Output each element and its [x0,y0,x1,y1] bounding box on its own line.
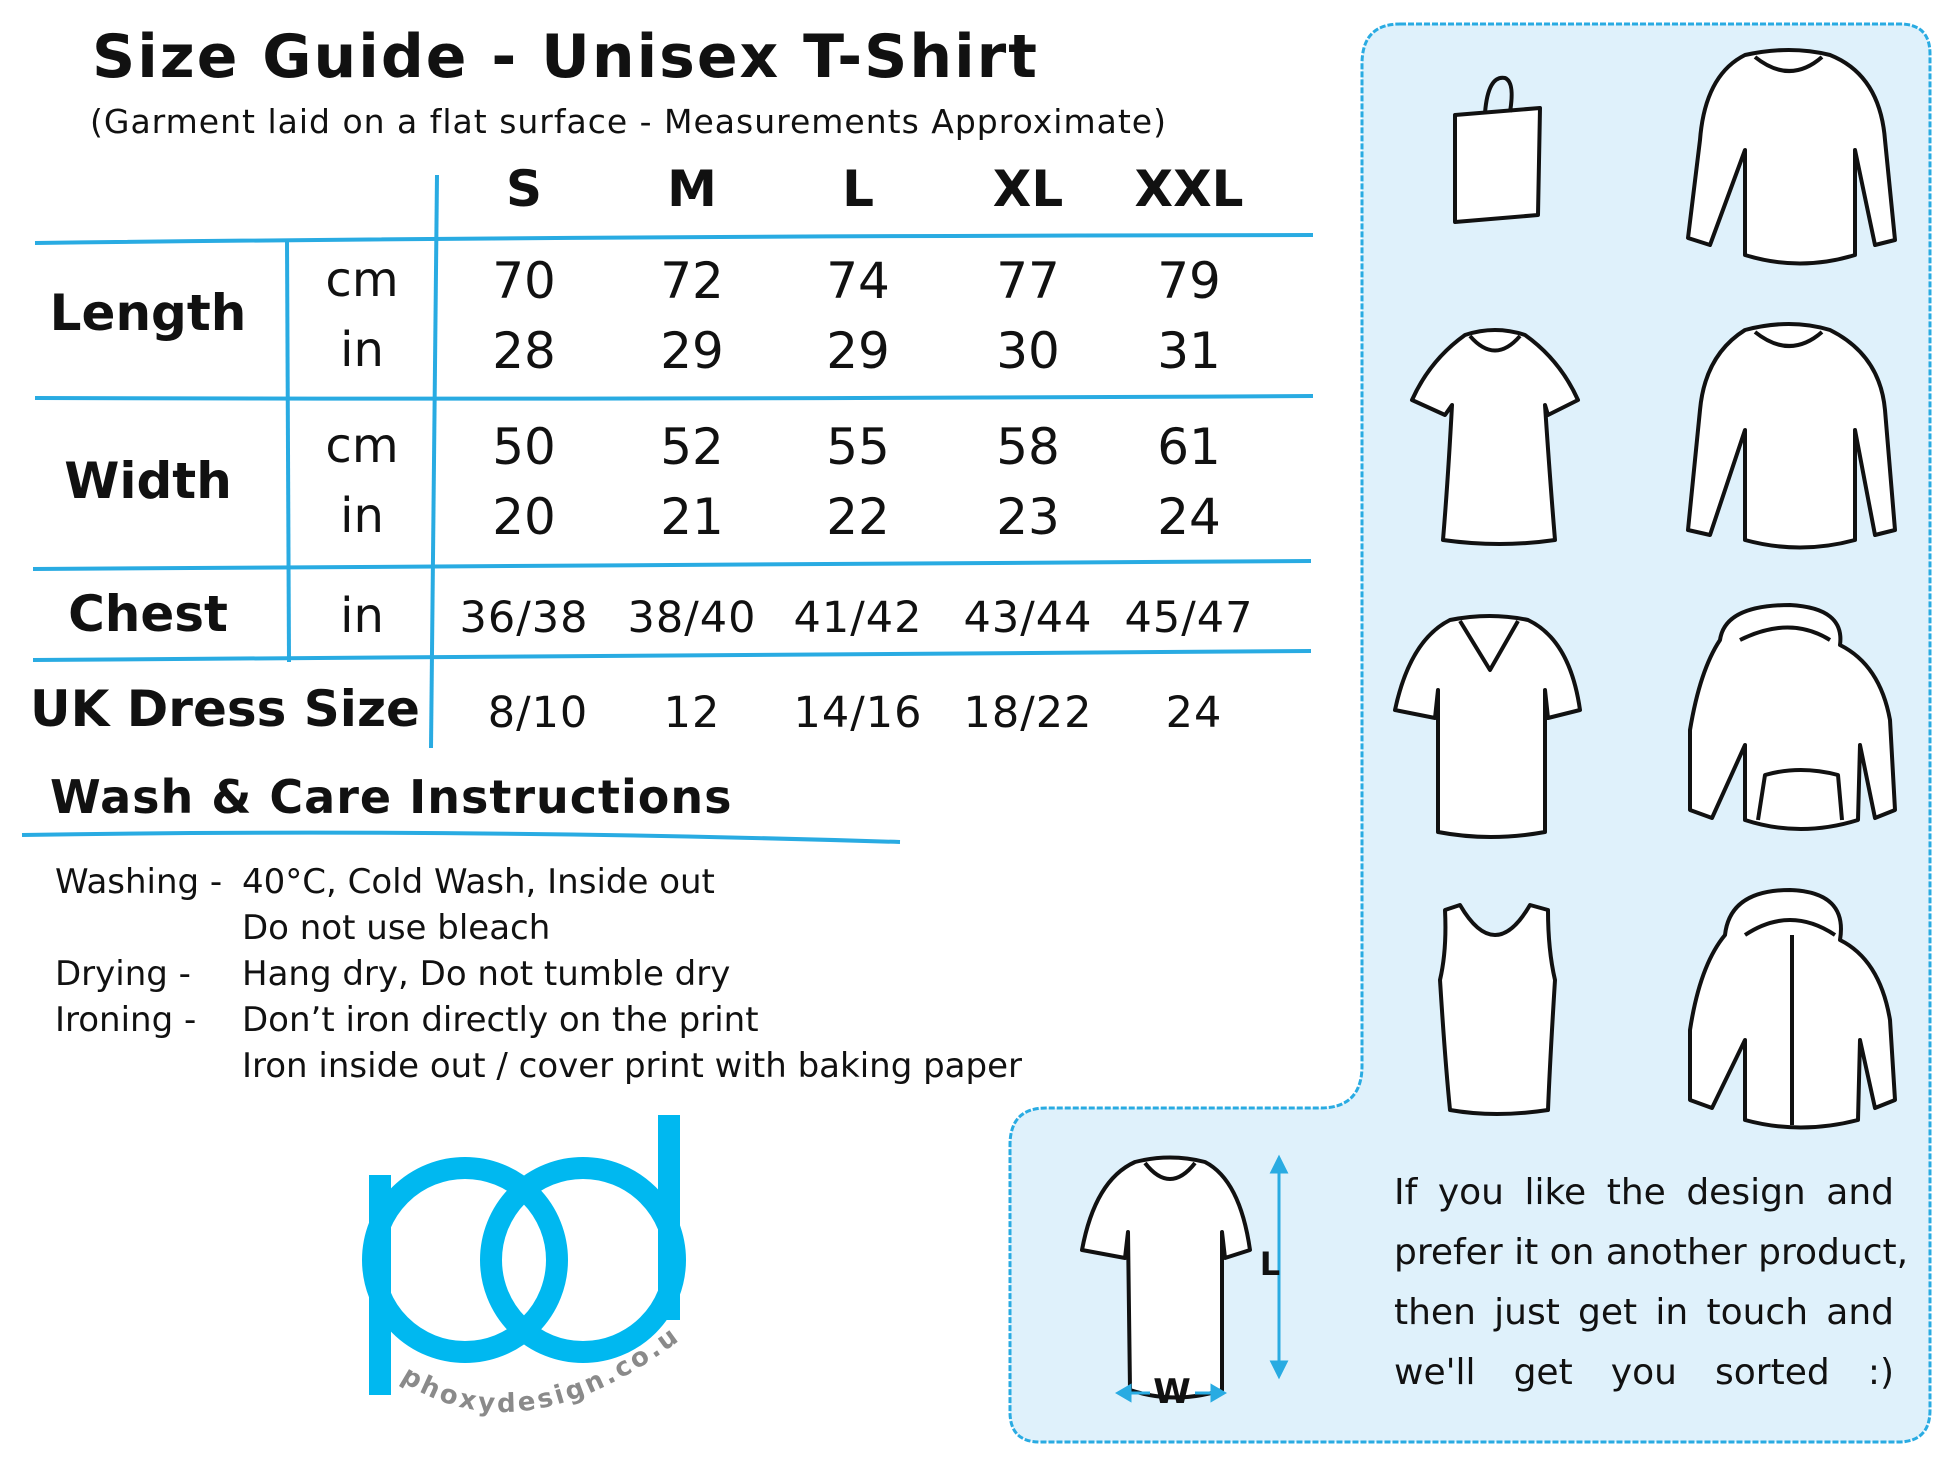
length-label: L [1259,1245,1281,1283]
row-label: Chest [68,585,228,643]
care-label: Ironing - [55,1000,197,1040]
table-cell: 41/42 [793,593,923,643]
table-cell: 8/10 [487,688,589,738]
unit-label: in [340,322,384,378]
table-cell: 31 [1157,322,1221,380]
table-cell: 29 [826,322,890,380]
table-cell: 12 [663,688,721,738]
vneck-tshirt-icon [1393,614,1582,839]
note-line: then just get in touch and [1394,1292,1894,1333]
table-cell: 61 [1157,418,1221,476]
size-header: XL [992,160,1064,218]
table-cell: 38/40 [627,593,757,643]
table-cell: 55 [826,418,890,476]
table-cell: 18/22 [963,688,1093,738]
womens-tshirt-icon [1410,328,1580,546]
measure-arrows [1115,1154,1289,1403]
row-label: UK Dress Size [30,680,420,738]
care-heading: Wash & Care Instructions [50,770,733,824]
table-cell: 36/38 [459,593,589,643]
size-header: L [842,160,874,218]
page-subtitle: (Garment laid on a flat surface - Measur… [90,102,1167,141]
sweatshirt-icon [1686,322,1897,550]
table-cell: 21 [660,488,724,546]
table-cell: 74 [826,252,890,310]
note-line: prefer it on another product, [1394,1232,1909,1273]
care-text: Do not use bleach [242,908,551,948]
phoxydesign-logo [362,1115,686,1395]
table-cell: 23 [996,488,1060,546]
unit-label: cm [325,418,399,474]
unit-label: cm [325,252,399,308]
table-cell: 70 [492,252,556,310]
row-label: Length [49,284,247,342]
size-header: XXL [1134,160,1244,218]
table-cell: 20 [492,488,556,546]
table-cell: 28 [492,322,556,380]
table-cell: 14/16 [793,688,923,738]
table-cell: 29 [660,322,724,380]
table-grid [21,174,1314,844]
hoodie-icon [1688,603,1897,831]
size-header: S [505,160,543,218]
care-text: 40°C, Cold Wash, Inside out [242,862,715,902]
size-header: M [667,160,717,218]
table-cell: 58 [996,418,1060,476]
page-title: Size Guide - Unisex T-Shirt [92,22,1039,92]
table-cell: 30 [996,322,1060,380]
zip-hoodie-icon [1688,888,1897,1130]
care-text: Don’t iron directly on the print [242,1000,759,1040]
care-text: Hang dry, Do not tumble dry [242,954,731,994]
care-label: Drying - [55,954,191,994]
care-label: Washing - [55,862,223,902]
unit-label: in [340,588,384,644]
table-cell: 52 [660,418,724,476]
tote-bag-icon [1453,75,1542,224]
table-cell: 24 [1165,688,1223,738]
row-label: Width [64,452,232,510]
table-cell: 79 [1157,252,1221,310]
note-line: If you like the design and [1394,1172,1894,1213]
table-cell: 43/44 [963,593,1093,643]
tank-top-icon [1438,903,1557,1116]
garment-icons [1080,48,1897,1400]
table-cell: 45/47 [1124,593,1254,643]
width-label: W [1153,1372,1191,1412]
table-cell: 22 [826,488,890,546]
care-text: Iron inside out / cover print with bakin… [242,1046,1022,1086]
table-cell: 77 [996,252,1060,310]
tshirt-measure-diagram [1080,1155,1252,1400]
long-sleeve-top-icon [1686,48,1897,266]
note-line: we'll get you sorted :) [1394,1352,1894,1393]
unit-label: in [340,488,384,544]
table-cell: 72 [660,252,724,310]
table-cell: 24 [1157,488,1221,546]
table-cell: 50 [492,418,556,476]
